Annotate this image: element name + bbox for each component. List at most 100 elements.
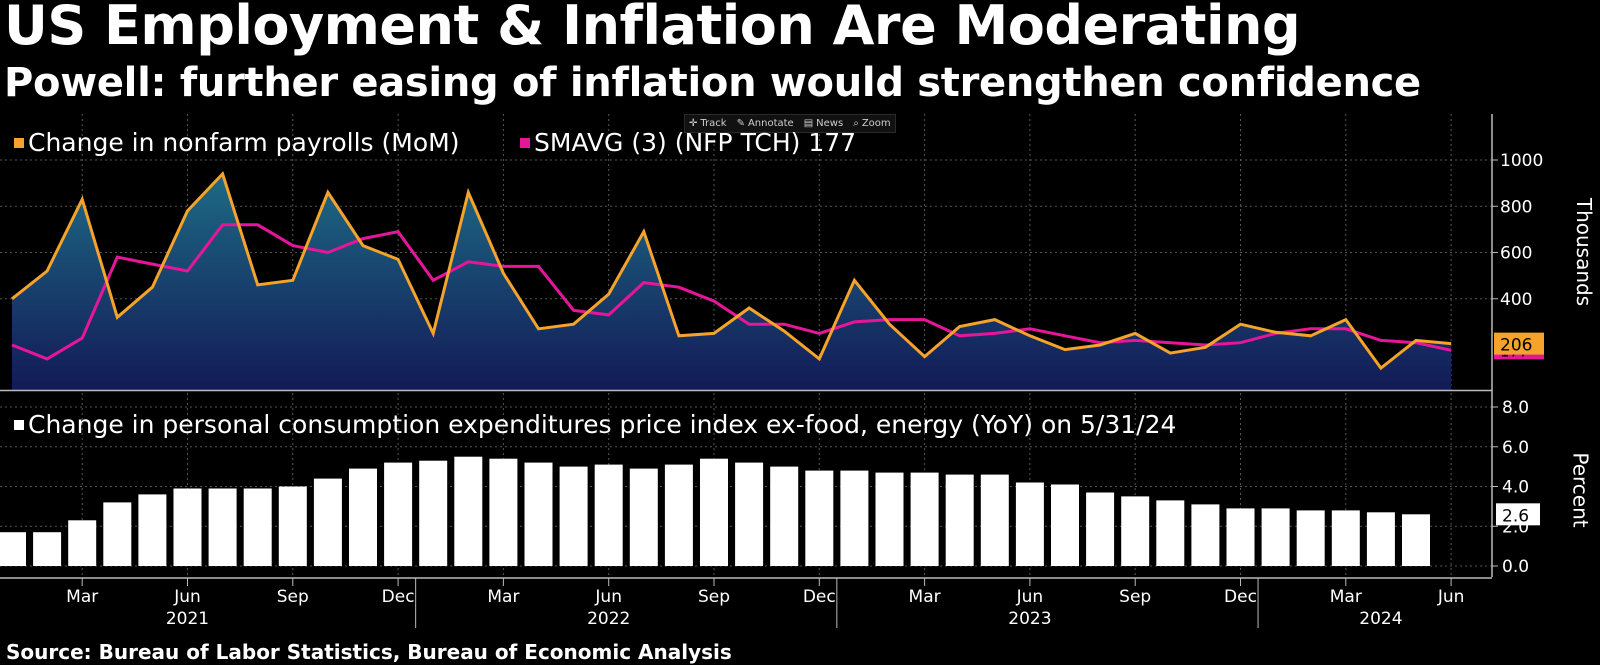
pce-bar xyxy=(349,468,377,566)
x-tick-label-year: 2021 xyxy=(166,609,209,629)
pce-bar xyxy=(805,470,834,566)
pce-bar xyxy=(208,488,237,566)
payrolls-series-line xyxy=(11,171,1452,371)
pce-y-axis-title: Percent xyxy=(1568,452,1593,528)
news-icon: ▤ xyxy=(803,118,814,129)
pce-bar xyxy=(1296,510,1325,566)
pce-legend-swatch xyxy=(14,419,24,430)
pce-bar xyxy=(0,532,26,566)
x-tick-label-year: 2023 xyxy=(1008,609,1051,629)
pce-bars xyxy=(0,456,1430,566)
pce-bar xyxy=(278,486,307,566)
y-tick-label-bottom: 4.0 xyxy=(1502,478,1529,498)
payrolls-area xyxy=(12,173,1452,390)
page-subtitle: Powell: further easing of inflation woul… xyxy=(4,60,1421,106)
chart-axis-labels: 40060080010000.02.04.06.08.01772062.6Mar… xyxy=(66,151,1544,629)
pce-bar xyxy=(1051,484,1079,566)
pce-bar xyxy=(1086,492,1115,566)
pce-bar xyxy=(103,502,132,566)
pce-bar xyxy=(1226,508,1255,566)
page-title: US Employment & Inflation Are Moderating xyxy=(4,0,1301,57)
pce-legend: Change in personal consumption expenditu… xyxy=(14,410,1176,439)
smavg-legend: SMAVG (3) (NFP TCH) 177 xyxy=(520,128,856,157)
smavg-legend-label: SMAVG (3) (NFP TCH) 177 xyxy=(534,128,857,157)
x-tick-label-month: Dec xyxy=(803,587,836,607)
y-tick-label-bottom: 8.0 xyxy=(1502,398,1529,418)
pce-bar xyxy=(454,456,483,566)
pce-bar xyxy=(1191,504,1220,566)
smavg-legend-swatch xyxy=(520,137,530,148)
x-tick-label-month: Dec xyxy=(382,587,415,607)
pce-bar xyxy=(243,488,272,566)
pce-bar xyxy=(875,472,904,566)
pce-bar xyxy=(664,464,693,566)
payrolls-y-axis-title: Thousands xyxy=(1572,197,1597,307)
annotate-button[interactable]: ✎ Annotate xyxy=(737,118,794,129)
x-tick-label-month: Jun xyxy=(1016,587,1044,607)
x-tick-label-year: 2024 xyxy=(1359,609,1402,629)
payrolls-legend-label: Change in nonfarm payrolls (MoM) xyxy=(28,128,460,157)
x-tick-label-month: Jun xyxy=(173,587,201,607)
pce-bar xyxy=(1366,512,1395,566)
magnifier-icon: ⌕ xyxy=(853,118,859,129)
pce-last-value-tag xyxy=(1496,503,1540,526)
x-tick-label-month: Jun xyxy=(1437,587,1465,607)
chart-axes xyxy=(0,114,1498,628)
y-tick-label-top: 600 xyxy=(1500,244,1532,264)
zoom-label: Zoom xyxy=(861,118,891,129)
news-label: News xyxy=(816,118,844,129)
y-tick-label-top: 400 xyxy=(1500,290,1532,310)
pce-bar xyxy=(1156,500,1185,566)
payrolls-legend: Change in nonfarm payrolls (MoM) xyxy=(14,128,459,157)
pce-legend-label: Change in personal consumption expenditu… xyxy=(28,410,1177,439)
pce-bar xyxy=(559,466,588,566)
pce-bar xyxy=(524,462,553,566)
pce-bar xyxy=(840,470,869,566)
chart-toolbar: ✛ Track ✎ Annotate ▤ News ⌕ Zoom xyxy=(684,114,896,133)
y-tick-label-bottom: 0.0 xyxy=(1502,557,1529,577)
pce-bar xyxy=(1121,496,1150,566)
y-tick-label-top: 1000 xyxy=(1500,151,1543,171)
pce-last-value-label: 2.6 xyxy=(1502,506,1529,526)
pce-bar xyxy=(910,472,939,566)
pce-bar xyxy=(33,532,62,566)
y-tick-label-bottom: 6.0 xyxy=(1502,438,1529,458)
track-label: Track xyxy=(700,118,727,129)
payrolls-last-value-tag xyxy=(1494,332,1544,355)
pce-bar xyxy=(1261,508,1290,566)
pce-bar xyxy=(629,468,658,566)
pce-bar xyxy=(1015,482,1044,566)
x-tick-label-month: Dec xyxy=(1224,587,1257,607)
pce-bar xyxy=(313,478,342,566)
y-tick-label-top: 800 xyxy=(1500,197,1532,217)
pce-bar xyxy=(980,474,1009,566)
pce-bar xyxy=(1402,514,1430,566)
x-tick-label-month: Mar xyxy=(909,587,941,607)
source-note: Source: Bureau of Labor Statistics, Bure… xyxy=(6,640,732,664)
pce-bar xyxy=(770,466,799,566)
x-tick-label-month: Sep xyxy=(277,587,309,607)
x-tick-label-year: 2022 xyxy=(587,609,630,629)
pce-bar xyxy=(68,520,97,566)
x-tick-label-month: Mar xyxy=(487,587,519,607)
pce-bar xyxy=(700,458,728,566)
track-button[interactable]: ✛ Track xyxy=(689,118,727,129)
news-button[interactable]: ▤ News xyxy=(804,118,843,129)
x-tick-label-month: Mar xyxy=(66,587,98,607)
pce-bar xyxy=(945,474,974,566)
annotate-label: Annotate xyxy=(747,118,794,129)
pce-bar xyxy=(489,458,518,566)
pce-bar xyxy=(735,462,764,566)
x-tick-label-month: Sep xyxy=(1119,587,1151,607)
pencil-icon: ✎ xyxy=(736,118,745,129)
pce-bar xyxy=(594,464,623,566)
x-tick-label-month: Jun xyxy=(594,587,622,607)
payrolls-last-value-label: 206 xyxy=(1500,336,1532,356)
pce-bar xyxy=(138,494,167,566)
x-tick-label-month: Sep xyxy=(698,587,730,607)
zoom-button[interactable]: ⌕ Zoom xyxy=(853,118,890,129)
pce-bar xyxy=(1331,510,1360,566)
crosshair-icon: ✛ xyxy=(689,118,698,129)
x-tick-label-month: Mar xyxy=(1330,587,1362,607)
